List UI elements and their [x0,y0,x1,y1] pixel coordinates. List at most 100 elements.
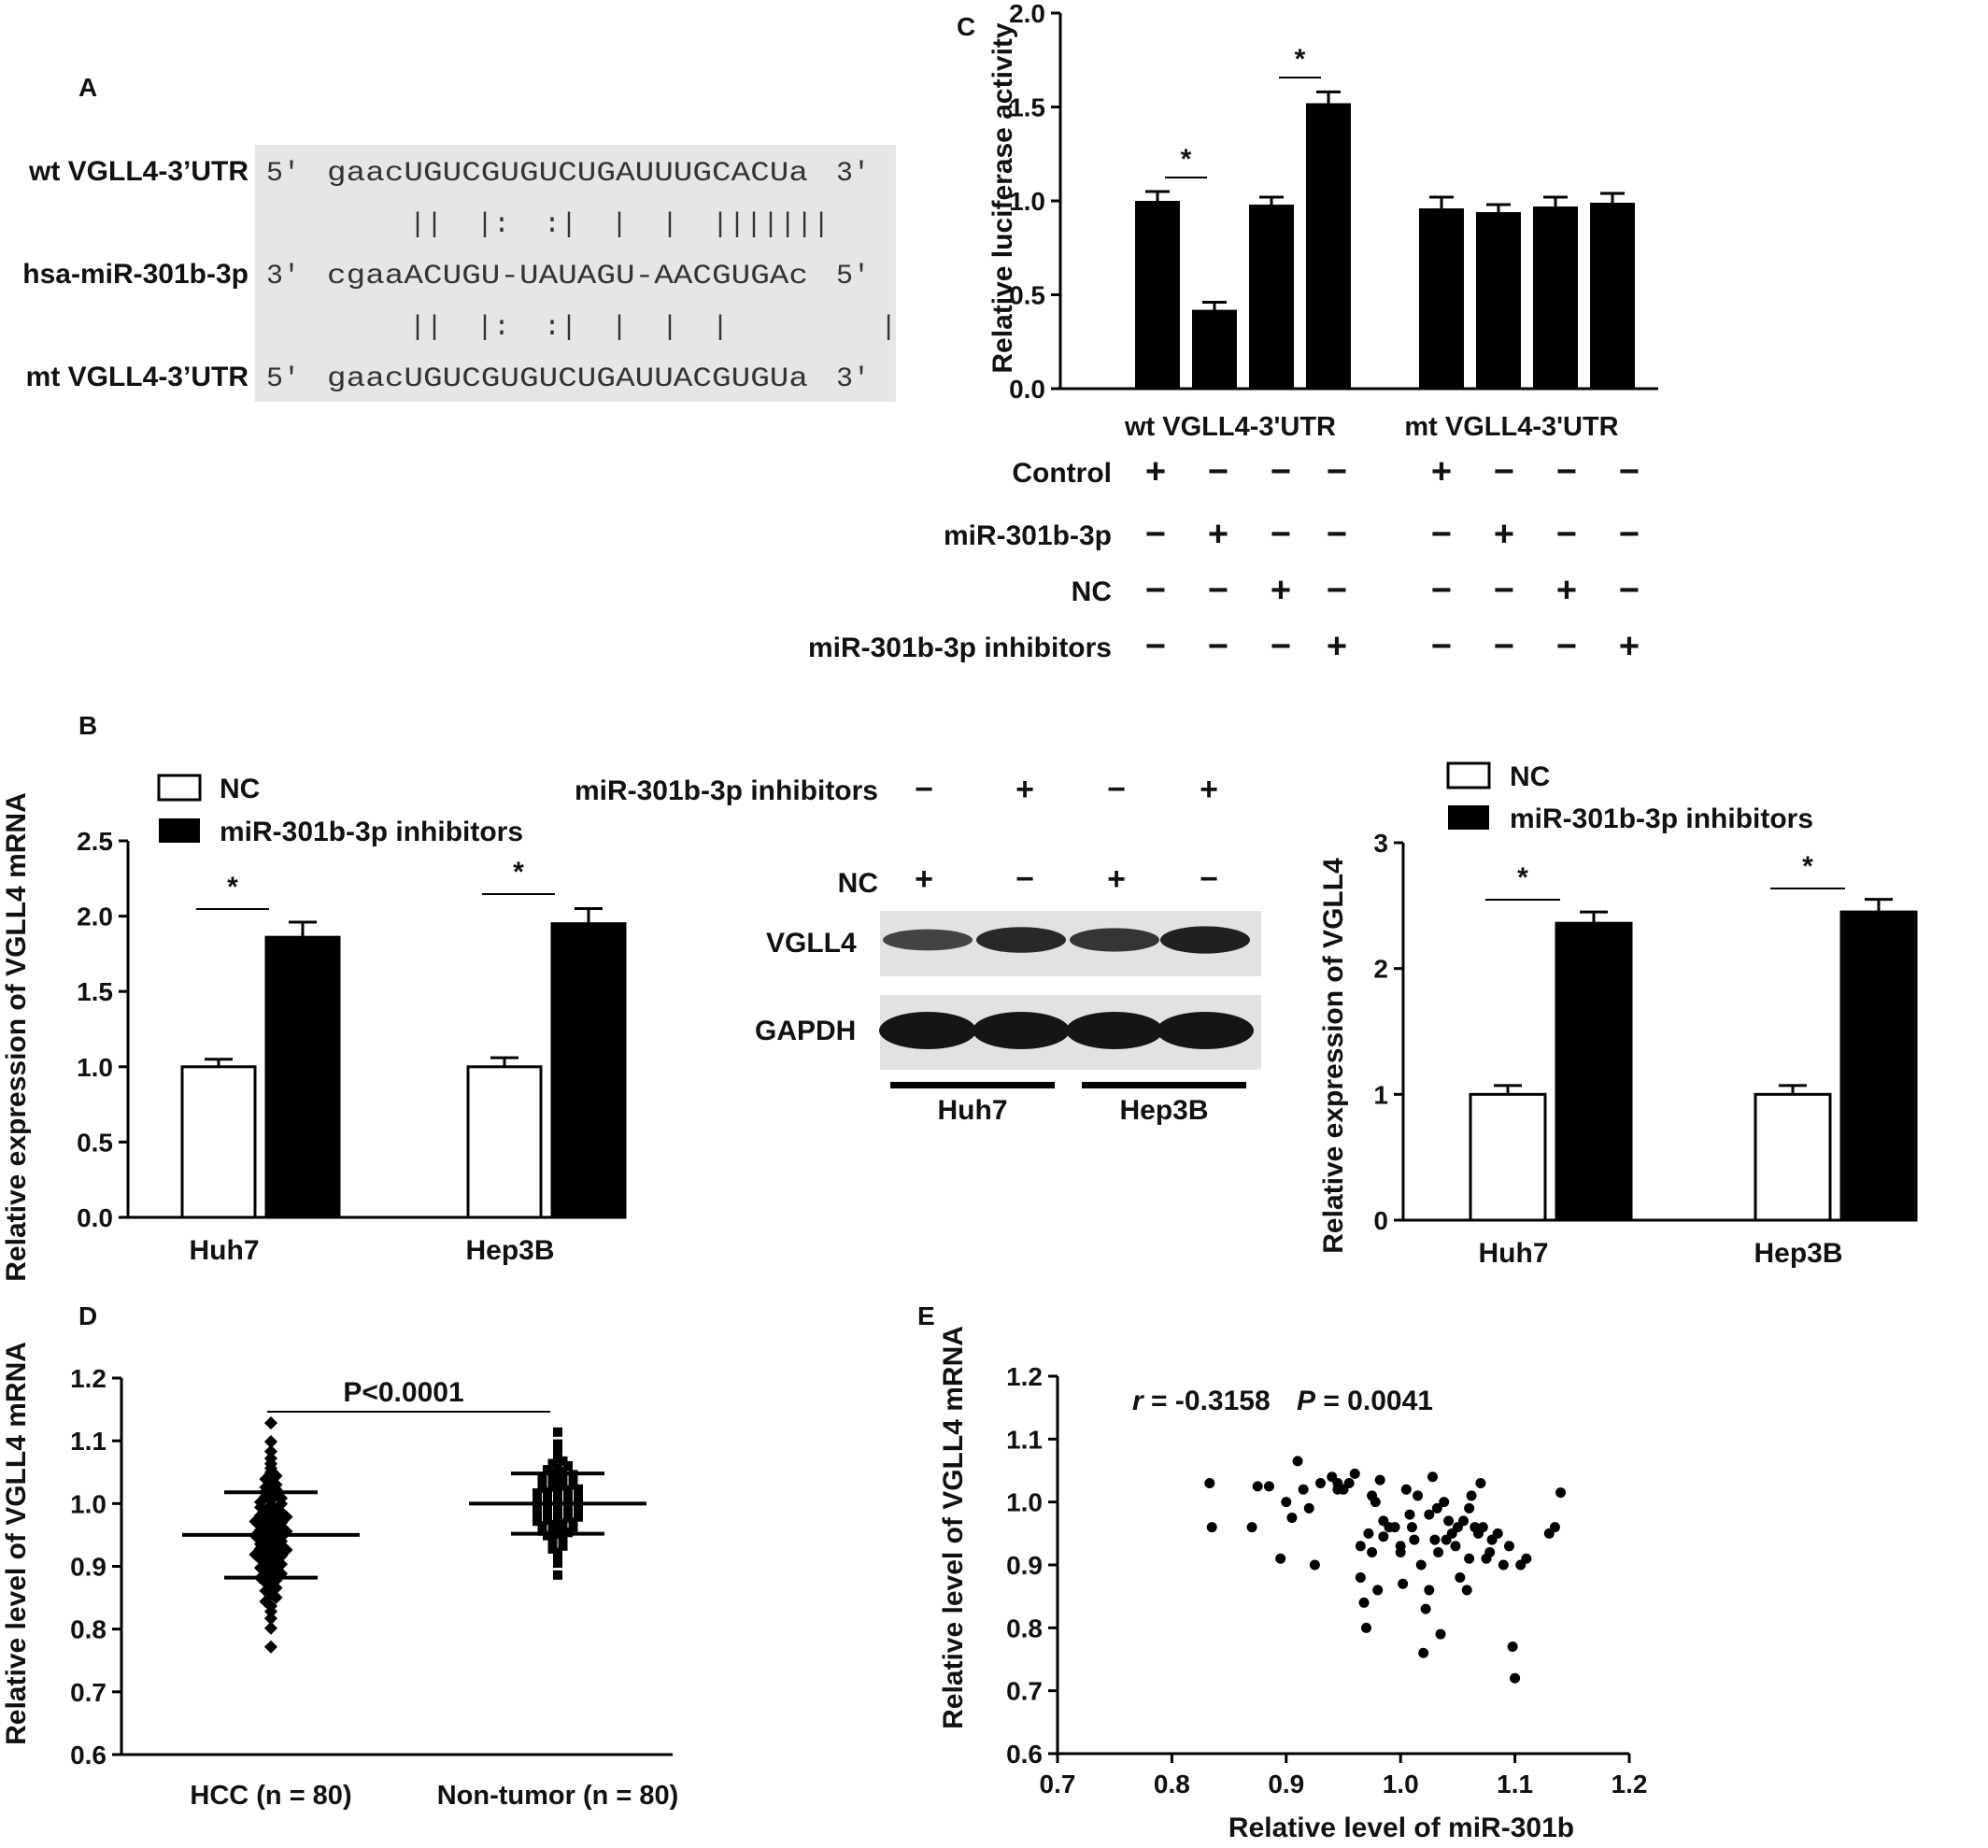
treatment-plus-sign: + [1619,627,1640,666]
panel-e-point [1404,1509,1415,1520]
panel-b-right-significance-star: * [1802,851,1813,882]
panel-b-left-category-label: Huh7 [190,1235,260,1266]
panel-e-r-symbol: r [1132,1386,1145,1416]
panel-e-point [1360,1622,1371,1633]
panel-e-point [1507,1642,1518,1653]
panel-d-point-nontumor [547,1534,558,1544]
panel-e-point [1315,1477,1327,1488]
panel-d-y-tick-label: 0.7 [70,1678,106,1707]
panel-d-y-tick-label: 1.1 [70,1427,106,1456]
panel-e-point [1355,1571,1366,1583]
wt-sequence: gaacUGUCGUGUCUGAUUUGCACUa [327,158,808,190]
panel-e-x-tick-label: 0.8 [1154,1770,1190,1798]
panel-e-point [1286,1513,1298,1523]
panel-d-point-nontumor [547,1543,558,1554]
panel-b-right-y-tick-label: 0 [1373,1206,1388,1235]
panel-e-point [1367,1490,1378,1501]
panel-e-point [1398,1578,1409,1589]
sequence-box [255,145,896,402]
panel-d-point-nontumor [558,1541,568,1551]
panel-e-x-tick-label: 0.7 [1040,1770,1076,1798]
panel-e-point [1475,1477,1486,1488]
blot-header-signs: − + − + + − + − [915,772,1218,897]
legend-swatch-inhibitors [159,818,200,843]
treatment-minus-sign: − [1327,515,1347,554]
panel-d-point-nontumor [553,1463,562,1473]
blot-band-label-gapdh: GAPDH [755,1016,856,1046]
panel-d-y-tick-label: 0.6 [70,1741,106,1770]
panel-d-category-label: Non-tumor (n = 80) [437,1781,679,1811]
panel-e-point [1418,1647,1429,1658]
panel-b-left-chart: NC miR-301b-3p inhibitors Relative expre… [1,774,627,1282]
panel-e-point [1415,1559,1427,1571]
panel-e-point [1395,1547,1406,1558]
panel-b-right-y-tick-label: 2 [1373,955,1388,984]
panel-d-category-label: HCC (n = 80) [190,1781,351,1811]
panel-d-point-nontumor [532,1516,542,1527]
panel-e-correlation: r = -0.3158 P = 0.0041 [1132,1386,1433,1416]
panel-b-left-significance-star: * [513,857,524,888]
panel-e-point [1363,1528,1374,1539]
panel-e-p-value: = 0.0041 [1315,1386,1433,1416]
panel-b-left-y-tick-label: 0.0 [77,1203,113,1232]
panel-e-y-tick-label: 0.9 [1006,1551,1043,1580]
panel-e-x-tick-label: 1.1 [1497,1770,1533,1798]
panel-e-point [1263,1481,1274,1492]
panel-e-point [1431,1502,1442,1514]
panel-d-point-nontumor [537,1473,547,1484]
panel-d-point-nontumor [543,1510,552,1520]
panel-b-left-bar [264,935,341,1219]
panel-e-point [1464,1502,1475,1514]
treatment-row-label: NC [1072,576,1112,607]
panel-e-point [1206,1522,1217,1533]
panel-d-point-nontumor [553,1558,562,1569]
panel-c-y-tick-label: 1.5 [1009,93,1045,122]
panel-e-point [1374,1474,1385,1486]
blot-plus-sign: + [915,861,933,897]
panel-b-left-significance-star: * [227,872,238,903]
blot-plus-sign: + [1015,772,1034,807]
panel-a-alignment: wt VGLL4-3’UTR hsa-miR-301b-3p mt VGLL4-… [22,145,897,402]
panel-b-right-y-tick-label: 3 [1373,829,1388,858]
treatment-plus-sign: + [1327,627,1347,666]
panel-e-point [1424,1585,1435,1596]
legend-label-inhibitors-right: miR-301b-3p inhibitors [1510,803,1813,834]
legend-swatch-nc-right [1446,761,1491,789]
treatment-minus-sign: − [1145,627,1166,666]
panel-b-right-bar [1754,1092,1832,1222]
panel-d-ylabel: Relative level of VGLL4 mRNA [1,1342,32,1745]
mt-prime5: 5' [266,363,300,395]
panel-e-point [1349,1468,1360,1479]
panel-d-point-nontumor [574,1484,583,1494]
treatment-minus-sign: − [1431,515,1452,554]
treatment-plus-sign: + [1494,515,1514,554]
treatment-row-label: Control [1012,458,1112,489]
panel-b-right-bar [1469,1092,1547,1222]
panel-b-left-y-tick-label: 2.5 [77,827,113,856]
treatment-row-label: miR-301b-3p inhibitors [808,633,1112,663]
panel-d-point-nontumor [553,1445,562,1456]
panel-d-point-nontumor [532,1511,542,1521]
panel-d-pvalue: P<0.0001 [343,1377,463,1408]
panel-d-point-nontumor [558,1467,568,1477]
panel-d-y-tick-label: 1.2 [70,1364,106,1393]
panel-e-point [1420,1603,1431,1614]
treatment-minus-sign: − [1208,571,1228,610]
blot-band-vgll4 [976,927,1066,953]
panel-e-gap [1289,1386,1297,1416]
panel-d-point-nontumor [547,1477,558,1487]
panel-e-y-tick-label: 0.8 [1006,1613,1043,1642]
mt-sequence: gaacUGUCGUGUCUGAUUACGUGUa [327,363,808,395]
panel-c-bar [1590,203,1635,389]
blot-header-label-nc: NC [838,868,878,899]
panel-e-r-value: = -0.3158 [1143,1386,1271,1416]
panel-c-group-label-wt: wt VGLL4-3'UTR [1124,412,1336,442]
panel-b-right-category-label: Hep3B [1754,1238,1842,1269]
blot-band-vgll4 [883,929,973,951]
panel-e-point [1246,1522,1257,1533]
panel-e-point [1358,1597,1370,1608]
legend-label-nc-right: NC [1510,761,1550,792]
panel-d-chart: Relative level of VGLL4 mRNA 0.60.70.80.… [1,1342,678,1811]
panel-b-western-blot: miR-301b-3p inhibitors NC − + − + + − + − VGLL4… [575,772,1261,1126]
panel-b-left-y-tick-label: 0.5 [77,1128,113,1157]
